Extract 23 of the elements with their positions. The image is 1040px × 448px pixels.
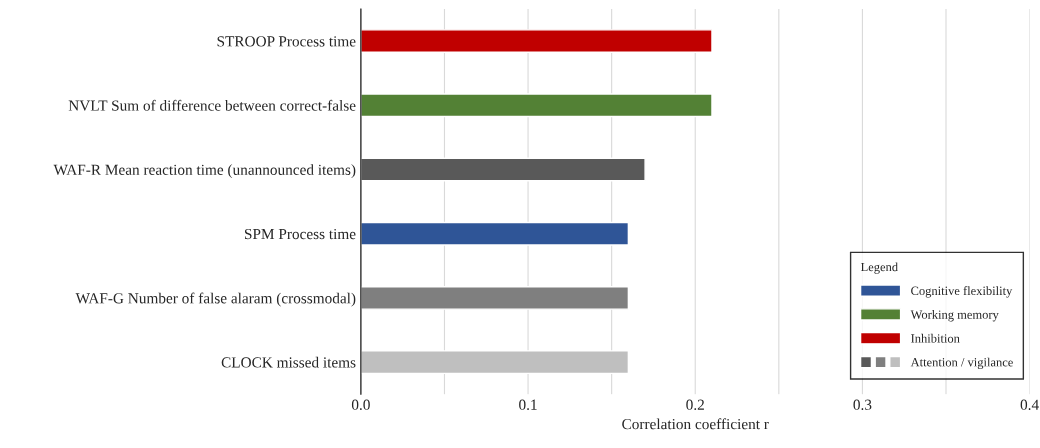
bar: [360, 221, 630, 246]
x-tick-label: 0.3: [853, 399, 872, 410]
legend-label: Inhibition: [911, 333, 960, 343]
bar: [360, 350, 630, 375]
legend-label: Working memory: [910, 310, 999, 322]
y-tick-label: WAF-G Number of false alaram (crossmodal): [75, 292, 356, 307]
x-tick-label: 0.2: [686, 399, 704, 410]
bar: [360, 157, 646, 182]
y-tick-label: NVLT Sum of difference between correct-false: [68, 99, 356, 111]
y-tick-label: STROOP Process time: [217, 36, 356, 47]
legend-title: Legend: [860, 262, 898, 274]
bar: [360, 29, 713, 53]
y-tick-label: CLOCK missed items: [221, 356, 356, 368]
legend-label: Attention / vigilance: [910, 357, 1013, 370]
x-tick-label: 0.1: [519, 399, 537, 410]
y-tick-label: WAF-R Mean reaction time (unannounced items): [53, 164, 356, 179]
bar: [360, 93, 713, 118]
x-tick-label: 0.0: [351, 399, 370, 410]
x-axis-title: Correlation coefficient r: [622, 418, 769, 430]
x-tick-label: 0.4: [1020, 399, 1039, 410]
bar: [360, 285, 630, 310]
y-tick-label: SPM Process time: [244, 228, 356, 240]
legend-label: Cognitive flexibility: [911, 286, 1013, 298]
